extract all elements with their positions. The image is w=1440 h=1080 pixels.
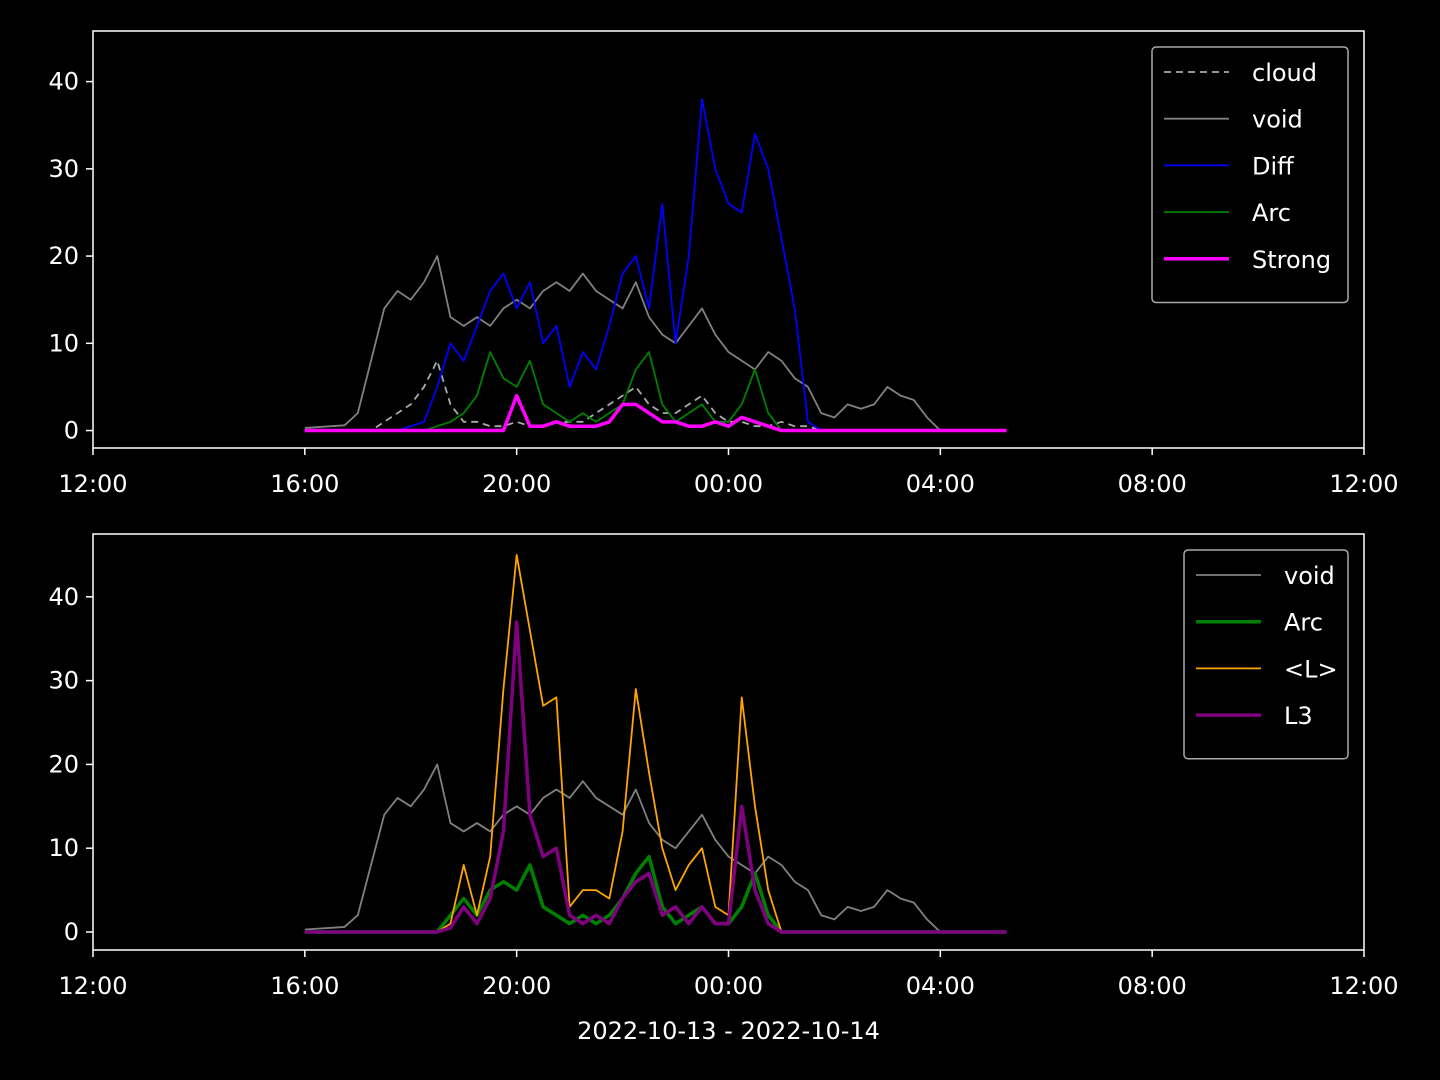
legend-label: void bbox=[1252, 106, 1303, 134]
y-tick-label: 40 bbox=[48, 68, 79, 96]
x-tick-label: 12:00 bbox=[1329, 972, 1398, 1000]
y-tick-label: 20 bbox=[48, 750, 79, 778]
y-tick-label: 30 bbox=[48, 667, 79, 695]
y-tick-label: 10 bbox=[48, 329, 79, 357]
x-tick-label: 00:00 bbox=[694, 470, 763, 498]
legend-label: void bbox=[1284, 562, 1335, 590]
x-axis-label: 2022-10-13 - 2022-10-14 bbox=[577, 1017, 880, 1045]
legend-label: Arc bbox=[1284, 609, 1323, 637]
legend-label: Strong bbox=[1252, 246, 1331, 274]
x-tick-label: 08:00 bbox=[1118, 972, 1187, 1000]
y-tick-label: 0 bbox=[64, 417, 79, 445]
legend-label: Diff bbox=[1252, 152, 1294, 180]
x-tick-label: 16:00 bbox=[270, 470, 339, 498]
x-tick-label: 16:00 bbox=[270, 972, 339, 1000]
legend-label: L3 bbox=[1284, 702, 1313, 730]
y-tick-label: 0 bbox=[64, 918, 79, 946]
legend-label: Arc bbox=[1252, 199, 1291, 227]
y-tick-label: 10 bbox=[48, 834, 79, 862]
legend-label: <L> bbox=[1284, 655, 1338, 683]
x-tick-label: 12:00 bbox=[58, 470, 127, 498]
series-line bbox=[304, 620, 1007, 934]
y-tick-label: 40 bbox=[48, 583, 79, 611]
x-tick-label: 00:00 bbox=[694, 972, 763, 1000]
x-tick-label: 04:00 bbox=[906, 470, 975, 498]
legend-box bbox=[1151, 46, 1349, 304]
y-tick-label: 30 bbox=[48, 155, 79, 183]
x-tick-label: 20:00 bbox=[482, 972, 551, 1000]
x-tick-label: 04:00 bbox=[906, 972, 975, 1000]
legend-box bbox=[1183, 549, 1349, 760]
y-tick-label: 20 bbox=[48, 242, 79, 270]
series-line bbox=[304, 393, 1007, 433]
x-tick-label: 12:00 bbox=[1329, 470, 1398, 498]
x-tick-label: 20:00 bbox=[482, 470, 551, 498]
legend-label: cloud bbox=[1252, 59, 1317, 87]
x-tick-label: 12:00 bbox=[58, 972, 127, 1000]
series-line bbox=[304, 763, 1007, 933]
x-tick-label: 08:00 bbox=[1118, 470, 1187, 498]
series-line bbox=[304, 255, 1007, 432]
